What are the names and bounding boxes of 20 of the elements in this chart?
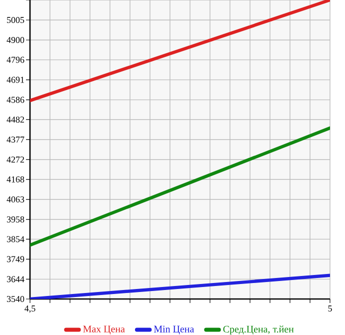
x-tick-label: 5: [328, 306, 332, 312]
legend-label: Min Цена: [154, 326, 194, 334]
y-tick-label: 3749: [6, 256, 24, 262]
y-tick-label: 3958: [6, 216, 24, 222]
y-tick-label: 4796: [6, 56, 24, 63]
y-tick-label: 3854: [6, 236, 24, 242]
y-tick-label: 4482: [6, 116, 24, 123]
y-tick-label: 4272: [6, 156, 24, 163]
y-tick-label: 3540: [6, 296, 24, 302]
legend-label: Max Цена: [83, 326, 125, 334]
y-tick-label: 4586: [6, 96, 24, 103]
x-tick-label: 4,5: [24, 306, 36, 313]
y-tick-label: 4691: [6, 76, 24, 83]
y-tick-label: 4168: [6, 176, 24, 182]
y-tick-label: 5005: [7, 16, 24, 24]
y-tick-label: 4063: [6, 196, 24, 202]
y-tick-label: 4377: [6, 136, 24, 143]
y-tick-label: 3644: [6, 276, 24, 282]
legend-label: Сред.Цена, т.йен: [223, 326, 294, 335]
y-tick-label: 4900: [6, 36, 24, 44]
